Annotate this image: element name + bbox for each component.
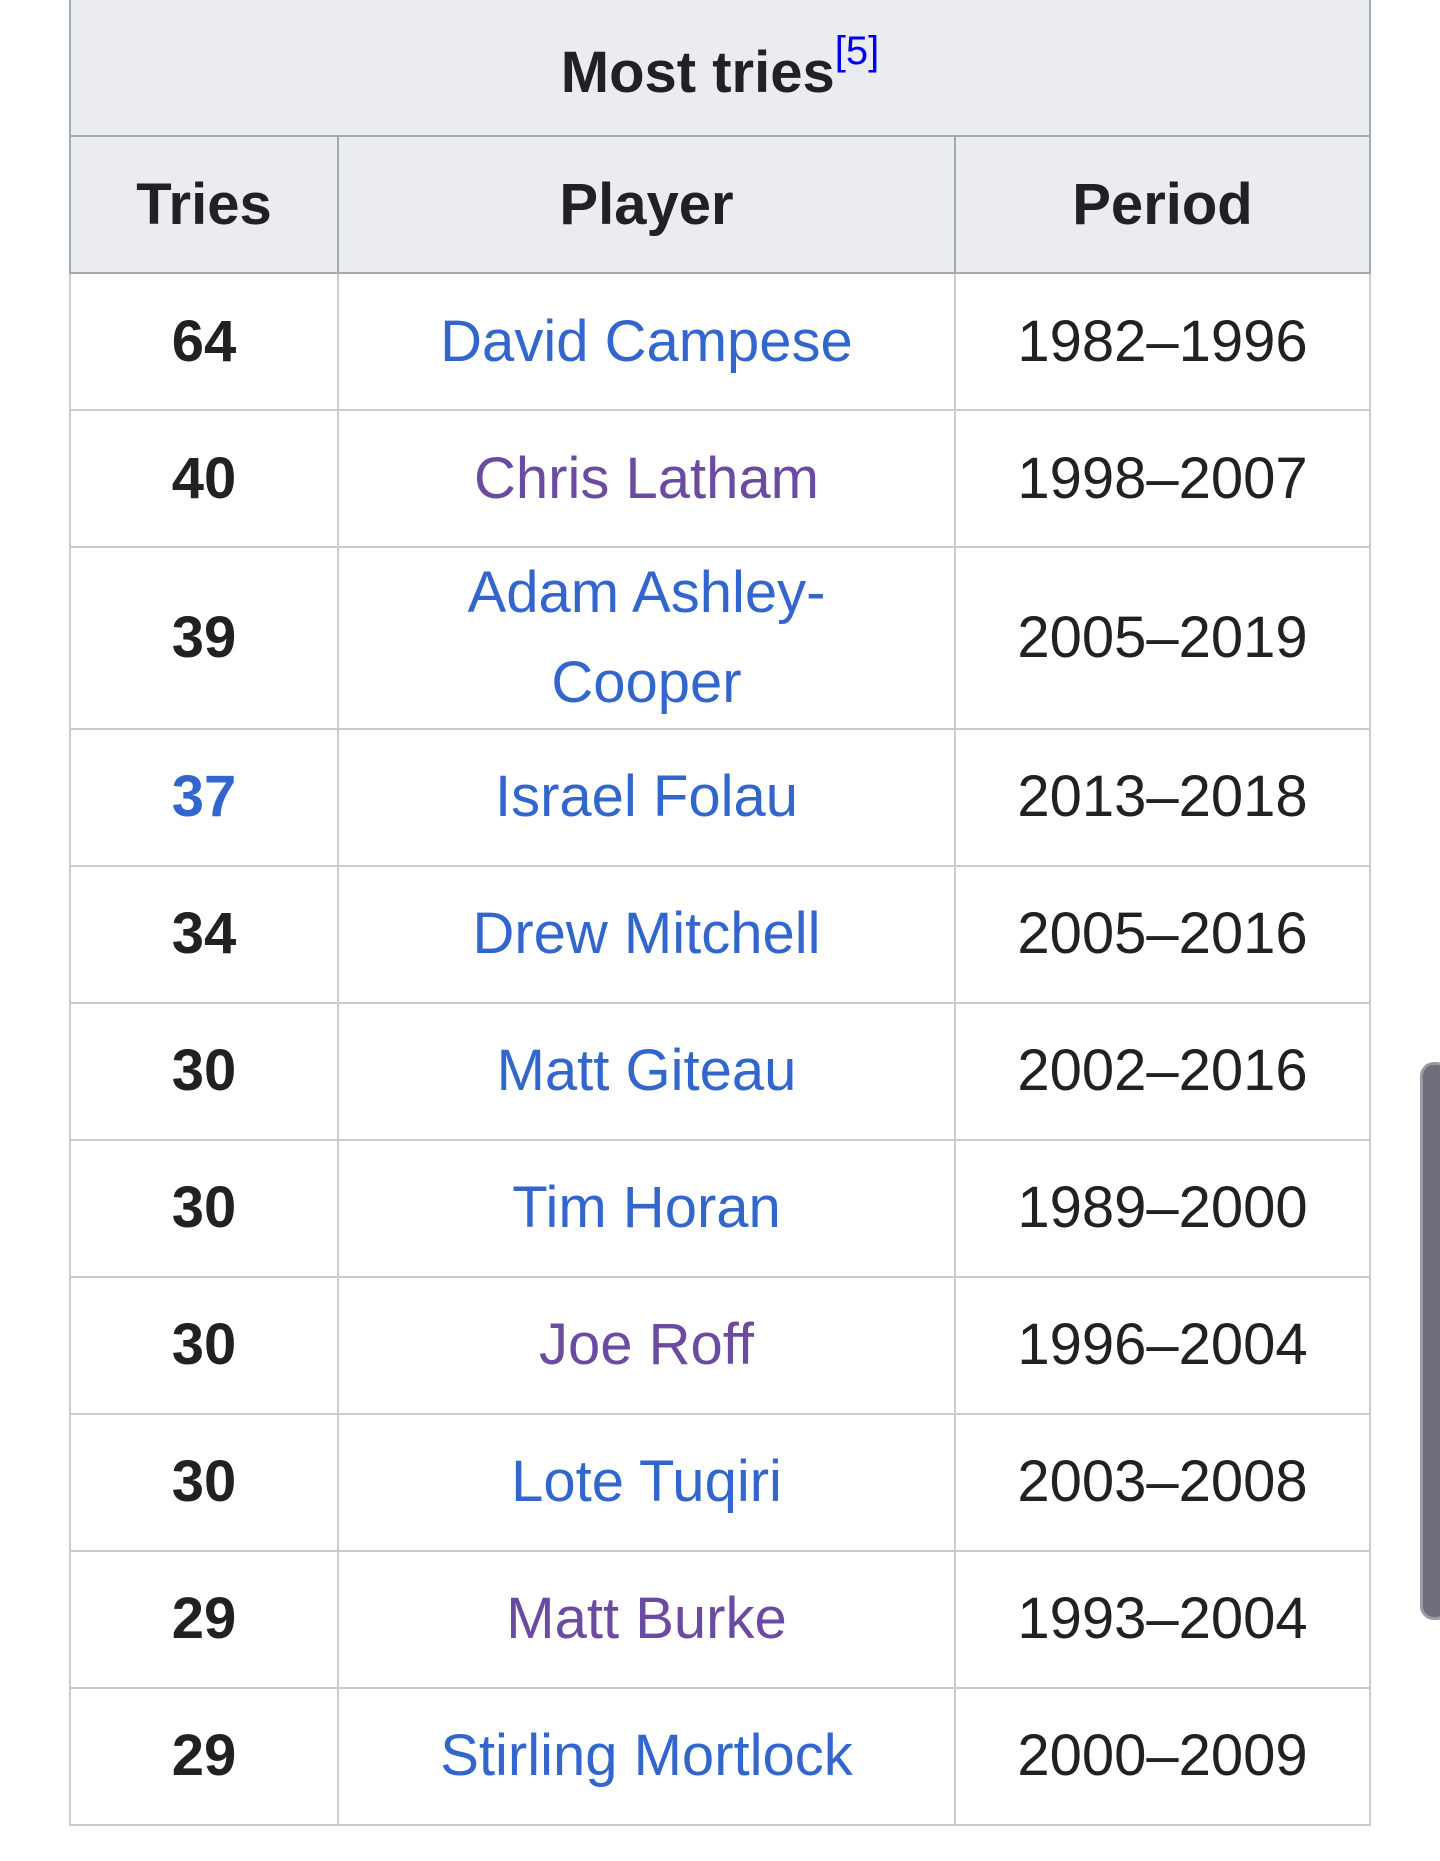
player-cell: Chris Latham	[337, 409, 956, 548]
player-link[interactable]: David Campese	[440, 308, 853, 374]
player-link[interactable]: Matt Burke	[506, 1586, 787, 1652]
tries-cell: 64	[69, 272, 339, 411]
player-cell: Tim Horan	[337, 1138, 956, 1278]
scrollbar-thumb[interactable]	[1420, 1062, 1440, 1620]
player-cell: Stirling Mortlock	[337, 1686, 956, 1826]
column-header-player[interactable]: Player	[337, 135, 956, 274]
player-cell: David Campese	[337, 272, 956, 411]
period-cell: 2005–2019	[954, 546, 1371, 730]
period-cell: 1998–2007	[954, 409, 1371, 548]
table-row: 34 Drew Mitchell 2005–2016	[69, 864, 1371, 1004]
table-caption: Most tries[5]	[69, 0, 1371, 137]
player-cell: Matt Burke	[337, 1549, 956, 1689]
player-link[interactable]: Stirling Mortlock	[440, 1723, 853, 1789]
player-link[interactable]: Joe Roff	[539, 1312, 754, 1378]
table-row: 30 Matt Giteau 2002–2016	[69, 1001, 1371, 1141]
tries-cell: 30	[69, 1001, 339, 1141]
player-cell: Adam Ashley-Cooper	[337, 546, 956, 730]
period-cell: 2003–2008	[954, 1412, 1371, 1552]
tries-cell: 30	[69, 1275, 339, 1415]
player-link[interactable]: Tim Horan	[512, 1175, 781, 1241]
most-tries-table: Most tries[5] Tries Player Period 64 Davi…	[69, 0, 1371, 1826]
player-link[interactable]: Drew Mitchell	[472, 901, 821, 967]
player-link[interactable]: Adam Ashley-Cooper	[467, 560, 826, 715]
tries-cell: 29	[69, 1686, 339, 1826]
table-row: 30 Joe Roff 1996–2004	[69, 1275, 1371, 1415]
tries-cell: 40	[69, 409, 339, 548]
period-cell: 2000–2009	[954, 1686, 1371, 1826]
player-link[interactable]: Lote Tuqiri	[511, 1449, 782, 1515]
player-cell: Drew Mitchell	[337, 864, 956, 1004]
tries-cell: 30	[69, 1412, 339, 1552]
player-cell: Joe Roff	[337, 1275, 956, 1415]
period-cell: 1982–1996	[954, 272, 1371, 411]
player-cell: Matt Giteau	[337, 1001, 956, 1141]
player-link[interactable]: Matt Giteau	[496, 1038, 797, 1104]
tries-link[interactable]: 37	[171, 764, 237, 830]
tries-cell: 37	[69, 727, 339, 867]
table-row: 39 Adam Ashley-Cooper 2005–2019	[69, 546, 1371, 730]
period-cell: 2013–2018	[954, 727, 1371, 867]
period-cell: 2002–2016	[954, 1001, 1371, 1141]
column-header-tries[interactable]: Tries	[69, 135, 339, 274]
table-row: 30 Lote Tuqiri 2003–2008	[69, 1412, 1371, 1552]
period-cell: 1996–2004	[954, 1275, 1371, 1415]
period-cell: 2005–2016	[954, 864, 1371, 1004]
table-row: 64 David Campese 1982–1996	[69, 272, 1371, 411]
table-row: 29 Stirling Mortlock 2000–2009	[69, 1686, 1371, 1826]
player-link[interactable]: Israel Folau	[494, 764, 799, 830]
period-cell: 1989–2000	[954, 1138, 1371, 1278]
player-cell: Lote Tuqiri	[337, 1412, 956, 1552]
reference-link[interactable]: [5]	[834, 29, 880, 73]
table-row: 29 Matt Burke 1993–2004	[69, 1549, 1371, 1689]
table-row: 37 Israel Folau 2013–2018	[69, 727, 1371, 867]
caption-title: Most tries	[560, 40, 835, 105]
period-cell: 1993–2004	[954, 1549, 1371, 1689]
column-header-period[interactable]: Period	[954, 135, 1371, 274]
tries-cell: 30	[69, 1138, 339, 1278]
table-row: 30 Tim Horan 1989–2000	[69, 1138, 1371, 1278]
table-row: 40 Chris Latham 1998–2007	[69, 409, 1371, 548]
tries-cell: 29	[69, 1549, 339, 1689]
tries-cell: 39	[69, 546, 339, 730]
player-link[interactable]: Chris Latham	[474, 445, 819, 511]
player-cell: Israel Folau	[337, 727, 956, 867]
tries-cell: 34	[69, 864, 339, 1004]
